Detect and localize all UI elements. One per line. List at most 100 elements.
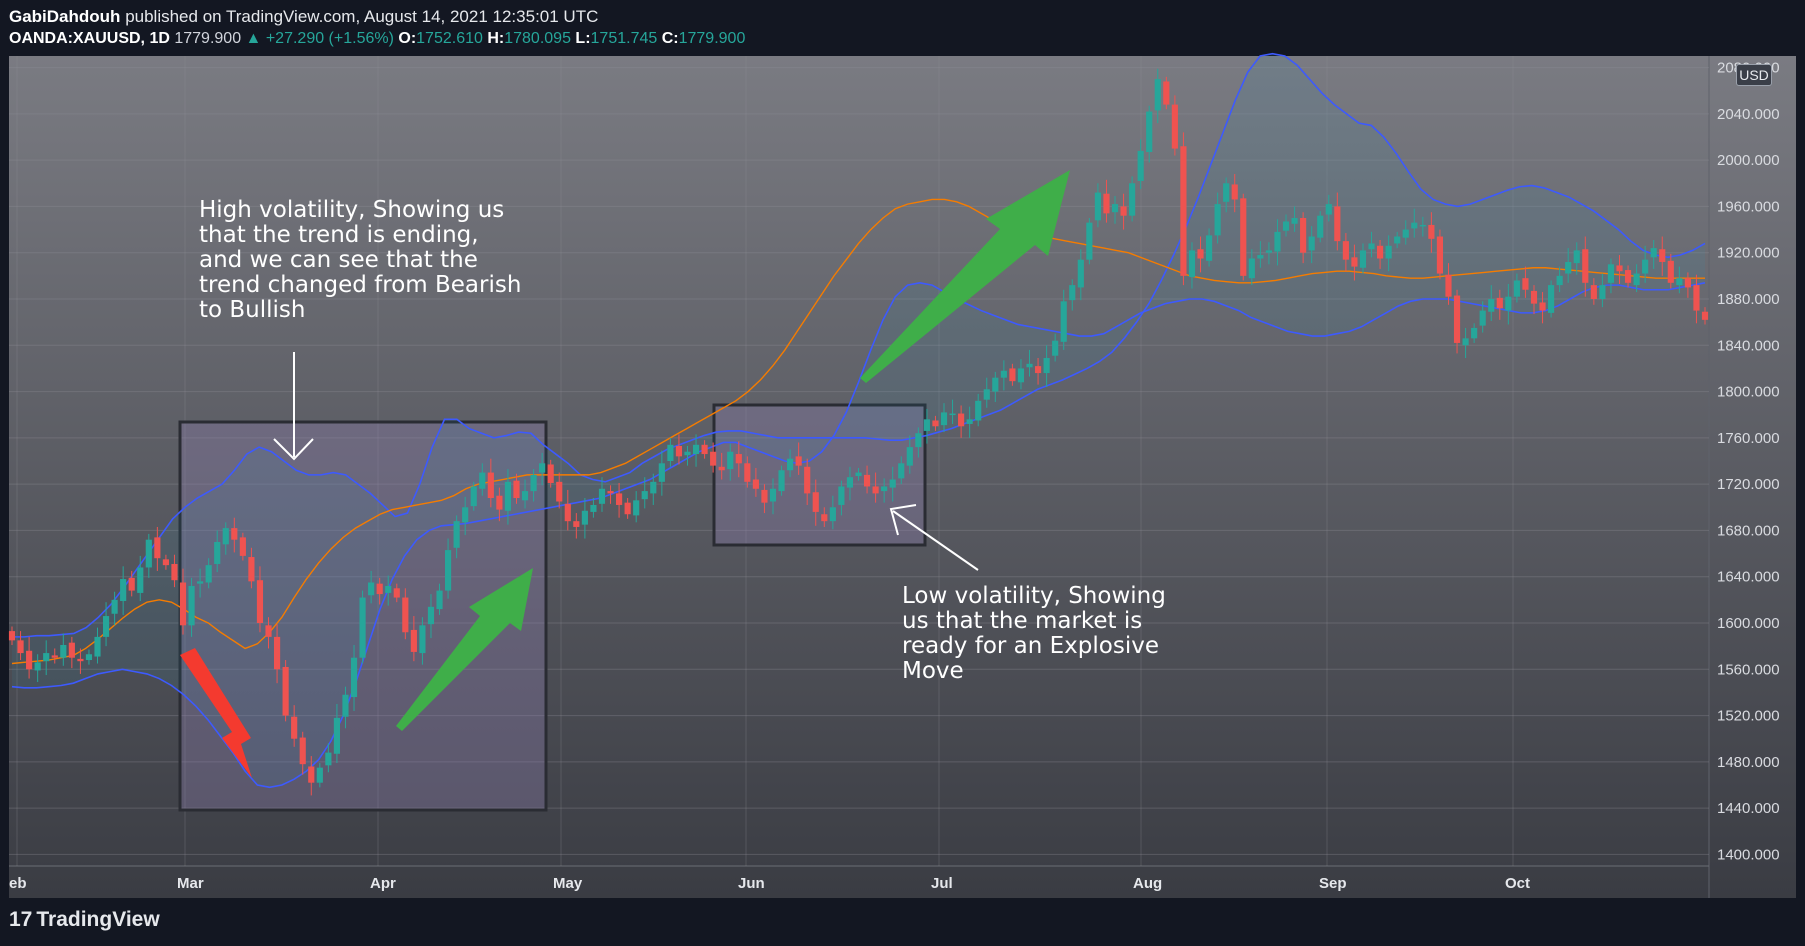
candle-body[interactable] [68, 642, 75, 658]
candle-body[interactable] [573, 521, 580, 527]
candle-body[interactable] [1607, 264, 1615, 283]
price-axis-background[interactable] [1709, 56, 1796, 898]
candle-body[interactable] [308, 766, 315, 783]
candle-body[interactable] [1633, 273, 1640, 286]
candle-body[interactable] [1009, 368, 1016, 382]
candle-body[interactable] [299, 737, 306, 765]
candle-body[interactable] [915, 433, 922, 448]
candle-body[interactable] [1513, 280, 1520, 297]
candle-body[interactable] [923, 419, 930, 431]
candle-body[interactable] [564, 503, 571, 522]
candle-body[interactable] [427, 606, 435, 625]
candle-body[interactable] [1402, 229, 1409, 238]
candle-body[interactable] [1599, 285, 1606, 299]
candle-body[interactable] [1351, 257, 1358, 267]
candle-body[interactable] [795, 456, 802, 466]
candle-body[interactable] [1291, 218, 1298, 224]
candle-body[interactable] [34, 662, 41, 671]
symbol-label[interactable]: OANDA:XAUUSD, 1D [9, 30, 170, 47]
candle-body[interactable] [1120, 206, 1127, 216]
candle-body[interactable] [342, 694, 349, 717]
candle-body[interactable] [479, 472, 486, 489]
candle-body[interactable] [273, 636, 281, 670]
candle-body[interactable] [992, 377, 999, 392]
candle-body[interactable] [1582, 249, 1589, 283]
candle-body[interactable] [1034, 366, 1042, 374]
candle-body[interactable] [624, 502, 631, 515]
candle-body[interactable] [410, 629, 417, 652]
candle-body[interactable] [838, 486, 845, 505]
candle-body[interactable] [1026, 363, 1033, 368]
candle-body[interactable] [1659, 249, 1666, 262]
candle-body[interactable] [316, 767, 323, 783]
candle-body[interactable] [1667, 260, 1674, 283]
candle-body[interactable] [949, 413, 956, 416]
candle-body[interactable] [1590, 285, 1597, 299]
candle-body[interactable] [1214, 204, 1221, 236]
candle-body[interactable] [1308, 236, 1315, 251]
candle-body[interactable] [769, 488, 777, 502]
candle-body[interactable] [1479, 310, 1486, 326]
candle-body[interactable] [60, 644, 67, 658]
candle-body[interactable] [419, 625, 426, 654]
candle-body[interactable] [487, 472, 494, 499]
candle-body[interactable] [1282, 221, 1290, 231]
candle-body[interactable] [1428, 224, 1435, 239]
candle-body[interactable] [1539, 302, 1546, 311]
candle-body[interactable] [171, 563, 178, 581]
candle-body[interactable] [1419, 224, 1426, 227]
candle-body[interactable] [504, 481, 512, 511]
candle-body[interactable] [727, 451, 734, 470]
candle-body[interactable] [1565, 261, 1572, 274]
candle-body[interactable] [1103, 193, 1110, 214]
tradingview-logo[interactable]: 17 TradingView [9, 908, 160, 932]
candle-body[interactable] [1274, 231, 1281, 252]
candle-body[interactable] [735, 454, 742, 464]
candle-body[interactable] [701, 444, 708, 455]
candle-body[interactable] [778, 470, 785, 492]
candle-body[interactable] [1086, 222, 1093, 260]
candle-body[interactable] [1616, 265, 1623, 272]
candle-body[interactable] [633, 500, 640, 516]
candle-body[interactable] [1334, 206, 1341, 242]
candle-body[interactable] [607, 491, 614, 494]
candle-body[interactable] [513, 480, 520, 499]
candle-body[interactable] [804, 466, 811, 494]
candle-body[interactable] [1325, 204, 1332, 215]
green-up-arrow-small[interactable] [396, 568, 533, 731]
candle-body[interactable] [1556, 275, 1563, 286]
candle-body[interactable] [248, 557, 255, 582]
candle-body[interactable] [51, 655, 58, 658]
candle-body[interactable] [1154, 79, 1161, 111]
candle-body[interactable] [111, 599, 118, 614]
candle-body[interactable] [1368, 243, 1375, 250]
candle-body[interactable] [898, 463, 905, 479]
candle-body[interactable] [385, 585, 392, 593]
candle-body[interactable] [547, 464, 554, 483]
candle-body[interactable] [1017, 368, 1025, 383]
candle-body[interactable] [1137, 150, 1144, 181]
candle-body[interactable] [102, 616, 110, 637]
candle-body[interactable] [667, 444, 674, 461]
candle-body[interactable] [718, 466, 725, 471]
candle-body[interactable] [77, 658, 84, 662]
candle-body[interactable] [197, 581, 204, 584]
candle-body[interactable] [530, 474, 537, 492]
candle-body[interactable] [350, 657, 358, 698]
candle-body[interactable] [1684, 278, 1691, 288]
candle-body[interactable] [1240, 198, 1247, 276]
candle-body[interactable] [1394, 236, 1401, 244]
candle-body[interactable] [556, 481, 563, 502]
candle-body[interactable] [744, 463, 751, 482]
candle-body[interactable] [265, 625, 272, 637]
candle-body[interactable] [214, 542, 221, 564]
candle-body[interactable] [26, 650, 33, 670]
author-name[interactable]: GabiDahdouh [9, 7, 121, 26]
candle-body[interactable] [1377, 245, 1384, 259]
green-up-arrow-large[interactable] [860, 170, 1070, 383]
candle-body[interactable] [710, 451, 717, 466]
candle-body[interactable] [1548, 285, 1555, 313]
candle-body[interactable] [1505, 296, 1512, 311]
candle-body[interactable] [205, 565, 212, 583]
candle-body[interactable] [1411, 222, 1418, 229]
